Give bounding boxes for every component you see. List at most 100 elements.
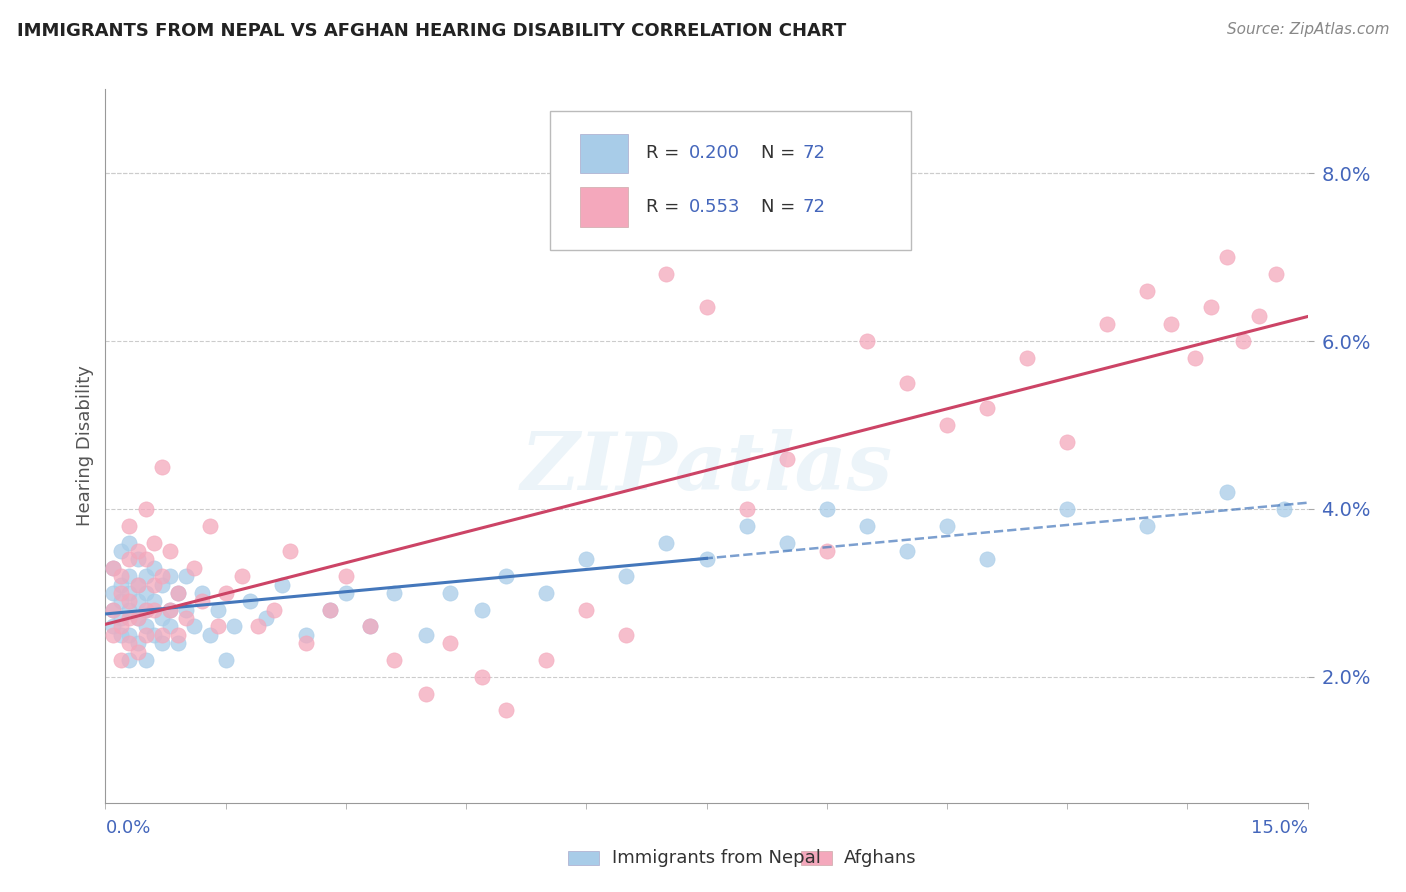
Point bbox=[936, 518, 959, 533]
Point bbox=[495, 703, 517, 717]
Point bbox=[616, 628, 638, 642]
Point bbox=[135, 619, 157, 633]
Text: ZIPatlas: ZIPatlas bbox=[520, 429, 893, 506]
Point bbox=[103, 603, 125, 617]
Point bbox=[166, 628, 188, 642]
Point bbox=[319, 603, 342, 617]
Point bbox=[382, 586, 405, 600]
Point bbox=[239, 594, 262, 608]
Point bbox=[135, 552, 157, 566]
Point bbox=[1272, 502, 1295, 516]
Point bbox=[103, 628, 125, 642]
Point bbox=[142, 535, 165, 549]
Text: 0.0%: 0.0% bbox=[105, 819, 150, 837]
Point bbox=[415, 628, 437, 642]
Point bbox=[127, 594, 149, 608]
Point bbox=[118, 636, 141, 650]
Point bbox=[439, 586, 461, 600]
Point bbox=[110, 544, 132, 558]
Text: Afghans: Afghans bbox=[844, 849, 917, 867]
Point bbox=[207, 603, 229, 617]
Point bbox=[110, 628, 132, 642]
Point bbox=[231, 569, 253, 583]
Point bbox=[135, 586, 157, 600]
Point bbox=[135, 502, 157, 516]
Point bbox=[159, 544, 181, 558]
Point bbox=[159, 619, 181, 633]
Point bbox=[1232, 334, 1254, 348]
Point bbox=[103, 586, 125, 600]
Point bbox=[534, 653, 557, 667]
Point bbox=[1136, 284, 1159, 298]
Bar bbox=[581, 134, 628, 173]
Text: Source: ZipAtlas.com: Source: ZipAtlas.com bbox=[1226, 22, 1389, 37]
Point bbox=[815, 544, 838, 558]
Point bbox=[190, 586, 212, 600]
Point bbox=[335, 569, 357, 583]
Point bbox=[534, 586, 557, 600]
Point bbox=[150, 569, 173, 583]
Point bbox=[1184, 351, 1206, 365]
Point bbox=[655, 267, 678, 281]
Point bbox=[127, 544, 149, 558]
Point bbox=[166, 636, 188, 650]
Point bbox=[1216, 250, 1239, 264]
Point bbox=[142, 577, 165, 591]
Point bbox=[575, 603, 598, 617]
Point bbox=[183, 560, 205, 574]
Point bbox=[415, 687, 437, 701]
Point bbox=[776, 535, 799, 549]
Point bbox=[359, 619, 381, 633]
Point bbox=[471, 603, 494, 617]
Point bbox=[896, 544, 918, 558]
Point bbox=[110, 611, 132, 625]
Point bbox=[1216, 485, 1239, 500]
Point bbox=[110, 586, 132, 600]
Point bbox=[696, 552, 718, 566]
Point bbox=[135, 653, 157, 667]
Point bbox=[127, 577, 149, 591]
Point bbox=[135, 569, 157, 583]
Point bbox=[936, 417, 959, 432]
Point bbox=[127, 645, 149, 659]
Point bbox=[118, 628, 141, 642]
Point bbox=[159, 603, 181, 617]
Point bbox=[118, 535, 141, 549]
Point bbox=[135, 603, 157, 617]
Point bbox=[150, 460, 173, 475]
Text: 72: 72 bbox=[803, 145, 825, 162]
Point bbox=[118, 603, 141, 617]
Point bbox=[1017, 351, 1039, 365]
Point bbox=[174, 569, 197, 583]
Point bbox=[159, 569, 181, 583]
Point bbox=[222, 619, 245, 633]
Point bbox=[183, 619, 205, 633]
Text: Immigrants from Nepal: Immigrants from Nepal bbox=[612, 849, 821, 867]
Point bbox=[103, 560, 125, 574]
Point bbox=[1249, 309, 1271, 323]
Bar bbox=[801, 851, 832, 865]
Point bbox=[655, 535, 678, 549]
Point bbox=[142, 594, 165, 608]
Point bbox=[118, 653, 141, 667]
Point bbox=[110, 653, 132, 667]
Point bbox=[295, 636, 318, 650]
Point bbox=[976, 401, 998, 416]
Text: N =: N = bbox=[761, 198, 800, 216]
Point bbox=[103, 603, 125, 617]
Text: N =: N = bbox=[761, 145, 800, 162]
Point bbox=[150, 611, 173, 625]
Point bbox=[150, 628, 173, 642]
Point bbox=[150, 636, 173, 650]
Text: R =: R = bbox=[647, 198, 685, 216]
Point bbox=[776, 451, 799, 466]
Point bbox=[1056, 434, 1078, 449]
Point bbox=[471, 670, 494, 684]
Point bbox=[190, 594, 212, 608]
Text: 72: 72 bbox=[803, 198, 825, 216]
Point bbox=[270, 577, 292, 591]
Point bbox=[735, 502, 758, 516]
Point bbox=[382, 653, 405, 667]
Point bbox=[135, 603, 157, 617]
Point bbox=[735, 518, 758, 533]
